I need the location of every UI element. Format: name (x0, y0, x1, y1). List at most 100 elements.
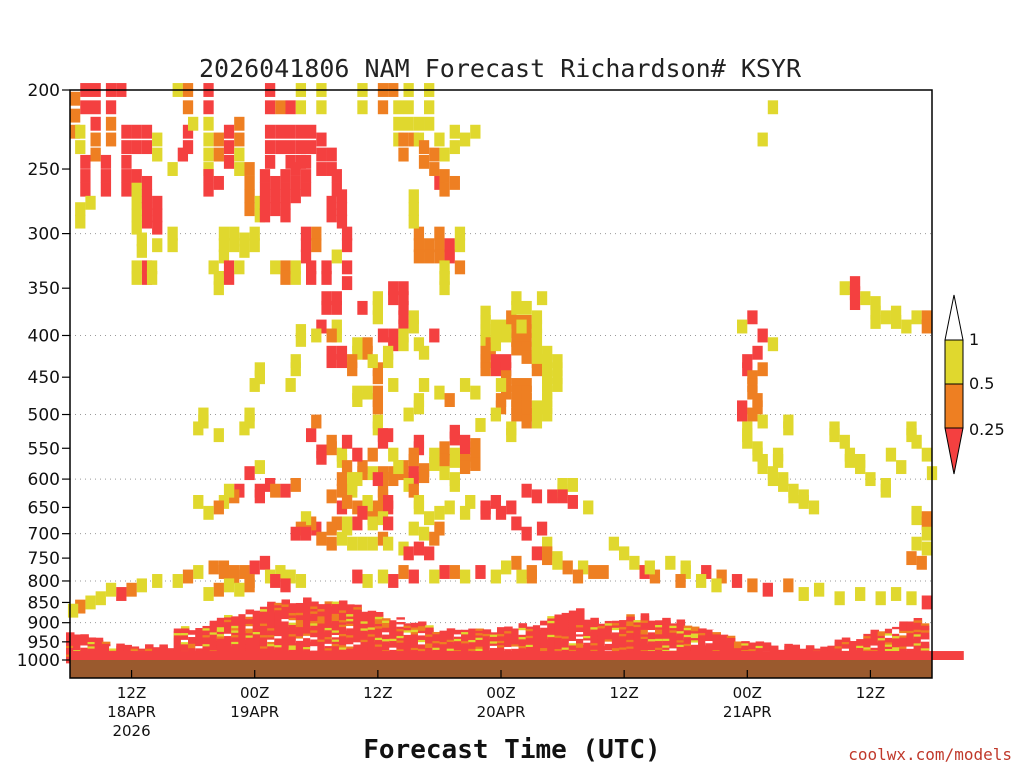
ri-cell (590, 617, 599, 623)
ri-cell (216, 627, 226, 632)
ri-cell (576, 632, 585, 637)
ri-cell (698, 633, 707, 638)
ri-cell (396, 622, 405, 627)
ri-cell (306, 270, 317, 285)
legend-bottom-arrow (944, 427, 964, 475)
ri-cell (899, 621, 908, 626)
ri-cell (552, 362, 563, 377)
ri-cell (388, 472, 399, 487)
ri-cell (561, 636, 571, 641)
ri-cell (231, 632, 240, 638)
ri-cell (195, 628, 204, 633)
ri-cell (890, 315, 902, 329)
ri-cell (389, 627, 398, 632)
ri-cell (382, 630, 391, 635)
ri-cell (231, 637, 240, 642)
ri-cell (254, 370, 265, 385)
y-tick-label: 200 (28, 81, 60, 101)
ri-cell (611, 620, 621, 626)
ri-cell (561, 615, 571, 620)
ri-cell (429, 457, 440, 471)
ri-cell (489, 634, 499, 640)
ri-cell (561, 612, 571, 618)
ri-cell (234, 147, 245, 162)
ri-cell (913, 632, 923, 637)
ri-cell (425, 625, 434, 630)
ri-cell (311, 414, 322, 429)
ri-cell (408, 189, 419, 204)
ri-cell (461, 634, 470, 639)
ri-cell (408, 569, 419, 584)
ri-cell (540, 623, 549, 628)
ri-cell (152, 208, 163, 223)
ri-cell (633, 627, 642, 632)
ri-cell (357, 505, 368, 520)
ri-cell (267, 632, 276, 638)
ri-cell (285, 378, 296, 392)
ri-cell (338, 631, 348, 637)
ri-cell (662, 634, 671, 639)
ri-cell (310, 637, 319, 642)
ri-cell (490, 319, 502, 334)
ri-cell (382, 636, 391, 642)
ri-cell (547, 630, 556, 635)
ri-cell (444, 500, 455, 515)
ri-cell (388, 291, 399, 306)
ri-cell (360, 630, 370, 636)
ri-cell (913, 617, 923, 623)
ri-cell (913, 629, 923, 635)
ri-cell (398, 281, 409, 296)
ri-cell (418, 345, 430, 360)
ri-cell (521, 407, 532, 422)
x-tick-label: 19APR (230, 703, 279, 721)
y-tick-label: 650 (28, 498, 60, 518)
ri-cell (281, 635, 290, 640)
ri-cell (202, 628, 211, 633)
ri-cell (352, 447, 363, 462)
ri-cell (525, 626, 535, 632)
ri-cell (475, 565, 486, 579)
ri-cell (372, 300, 384, 315)
ri-cell (633, 620, 642, 625)
ri-cell (911, 511, 922, 526)
ri-cell (554, 614, 563, 619)
ri-cell (374, 616, 384, 622)
ri-cell (310, 632, 319, 638)
ri-cell (315, 651, 349, 660)
ri-cell (285, 124, 296, 139)
ri-cell (264, 140, 276, 155)
ri-cell (480, 505, 491, 520)
ri-cell (920, 634, 930, 640)
ri-cell (284, 651, 318, 660)
ri-cell (245, 621, 255, 627)
ri-cell (495, 400, 507, 415)
ri-cell (597, 637, 607, 643)
ri-cell (100, 182, 112, 197)
ri-cell (152, 574, 163, 588)
ri-cell (762, 582, 773, 597)
ri-cell (542, 536, 553, 551)
ri-cell (317, 628, 326, 633)
ri-cell (921, 447, 933, 462)
ri-cell (295, 615, 305, 620)
ri-cell (500, 560, 512, 575)
ri-cell (417, 623, 427, 629)
ri-cell (195, 637, 204, 642)
ri-cell (403, 546, 414, 561)
ri-cell (280, 195, 291, 210)
ri-cell (362, 574, 373, 588)
ri-cell (146, 270, 158, 285)
ri-cell (131, 220, 142, 235)
ri-cell (267, 621, 276, 626)
ri-cell (511, 633, 520, 638)
ri-cell (285, 569, 296, 584)
ri-cell (410, 636, 420, 642)
ri-cell (382, 627, 391, 633)
ri-cell (869, 651, 903, 660)
ri-cell (341, 494, 353, 509)
ri-cell (326, 345, 337, 360)
ri-cell (310, 623, 319, 628)
ri-cell (675, 574, 686, 588)
ri-cell (698, 635, 707, 640)
ri-cell (906, 635, 915, 640)
